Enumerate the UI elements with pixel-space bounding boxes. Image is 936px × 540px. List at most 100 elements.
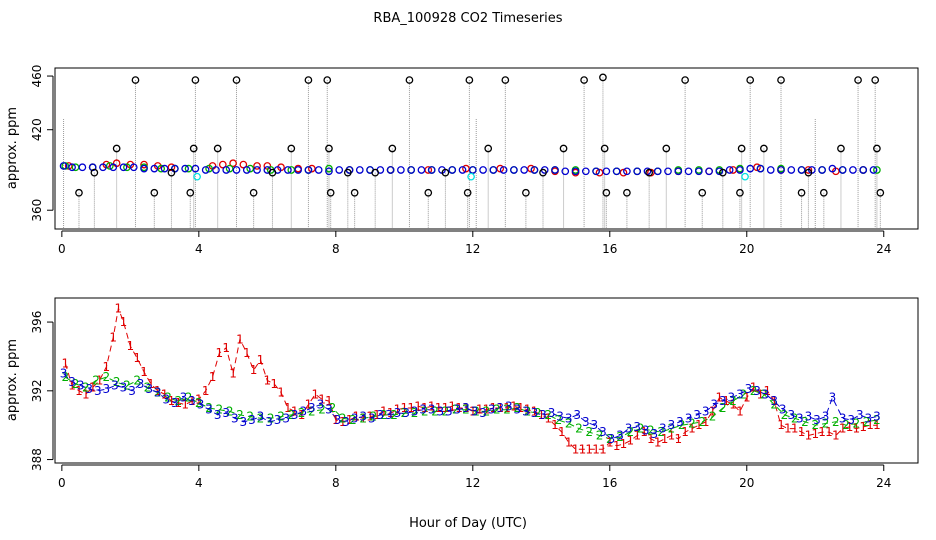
marker-3: 3 [762,387,770,401]
point-blue [427,166,436,174]
point-blue [838,166,847,174]
point-black [424,188,433,197]
marker-1: 1 [103,360,111,374]
marker-3: 3 [68,375,76,389]
marker-3: 3 [291,408,299,422]
bottom-x-tick-label: 24 [876,476,891,490]
point-red [229,159,237,168]
marker-3: 3 [745,382,753,396]
point-black [599,73,607,82]
marker-3: 3 [154,386,162,400]
marker-2: 2 [637,422,645,436]
point-blue [78,163,87,172]
marker-3: 3 [779,403,787,417]
marker-2: 2 [329,401,337,415]
marker-2: 2 [668,422,676,436]
point-blue [633,167,642,176]
marker-3: 3 [565,411,573,425]
marker-2: 2 [195,396,203,410]
point-blue [818,166,826,174]
marker-2: 2 [740,387,748,401]
marker-2: 2 [873,413,881,427]
marker-2: 2 [729,394,737,408]
marker-2: 2 [647,423,655,437]
marker-1: 1 [503,401,511,415]
point-blue [212,166,220,174]
marker-1: 1 [147,377,155,391]
marker-1: 1 [394,403,402,417]
marker-1: 1 [633,429,641,443]
point-black [343,168,352,177]
marker-2: 2 [853,416,861,430]
point-black [737,144,746,153]
marker-1: 1 [407,401,415,415]
marker-3: 3 [514,403,522,417]
marker-3: 3 [128,384,136,398]
marker-1: 1 [181,398,189,412]
marker-3: 3 [531,406,539,420]
top-y-tick-label: 360 [30,199,44,222]
marker-3: 3 [385,408,393,422]
marker-3: 3 [334,413,342,427]
marker-3: 3 [85,382,93,396]
marker-2: 2 [113,375,121,389]
marker-1: 1 [195,392,203,406]
marker-1: 1 [202,384,210,398]
point-blue [571,167,580,176]
marker-1: 1 [339,415,347,429]
marker-2: 2 [452,403,460,417]
marker-3: 3 [60,367,68,381]
marker-3: 3 [668,418,676,432]
point-black [698,188,707,197]
point-black [304,76,313,84]
point-black [186,188,195,197]
marker-2: 2 [462,403,470,417]
marker-2: 2 [750,384,758,398]
point-black [645,168,654,177]
point-red [218,160,227,169]
marker-2: 2 [380,408,388,422]
marker-1: 1 [579,442,587,456]
marker-1: 1 [120,315,128,329]
point-blue [746,164,755,173]
point-green [873,166,881,174]
marker-1: 1 [96,374,104,388]
marker-2: 2 [811,418,819,432]
bottom-x-tick-label: 8 [332,476,340,490]
marker-2: 2 [287,408,295,422]
bottom-x-tick-label: 0 [58,476,66,490]
bottom-y-tick-label: 396 [30,311,44,334]
marker-3: 3 [454,403,462,417]
point-red [167,163,176,172]
marker-1: 1 [154,384,162,398]
point-black [326,188,335,197]
point-blue [653,167,662,176]
point-black [662,144,671,153]
marker-2: 2 [483,404,491,418]
point-red [462,164,470,173]
marker-2: 2 [390,408,398,422]
bottom-y-axis: 388 392 396 [30,311,54,471]
marker-1: 1 [359,411,367,425]
marker-1: 1 [811,427,819,441]
marker-1: 1 [332,413,340,427]
marker-1: 1 [366,410,374,424]
point-black [854,76,862,84]
marker-2: 2 [698,415,706,429]
marker-1: 1 [661,432,669,446]
marker-1: 1 [250,363,258,377]
point-black [736,188,744,197]
marker-2: 2 [565,416,573,430]
marker-1: 1 [537,408,545,422]
point-blue [325,167,333,176]
marker-1: 1 [140,365,148,379]
marker-3: 3 [265,415,273,429]
marker-1: 1 [627,434,635,448]
marker-2: 2 [133,374,141,388]
marker-2: 2 [555,413,563,427]
point-blue [397,166,405,174]
marker-3: 3 [377,408,385,422]
marker-1: 1 [647,432,655,446]
point-blue [129,163,138,172]
